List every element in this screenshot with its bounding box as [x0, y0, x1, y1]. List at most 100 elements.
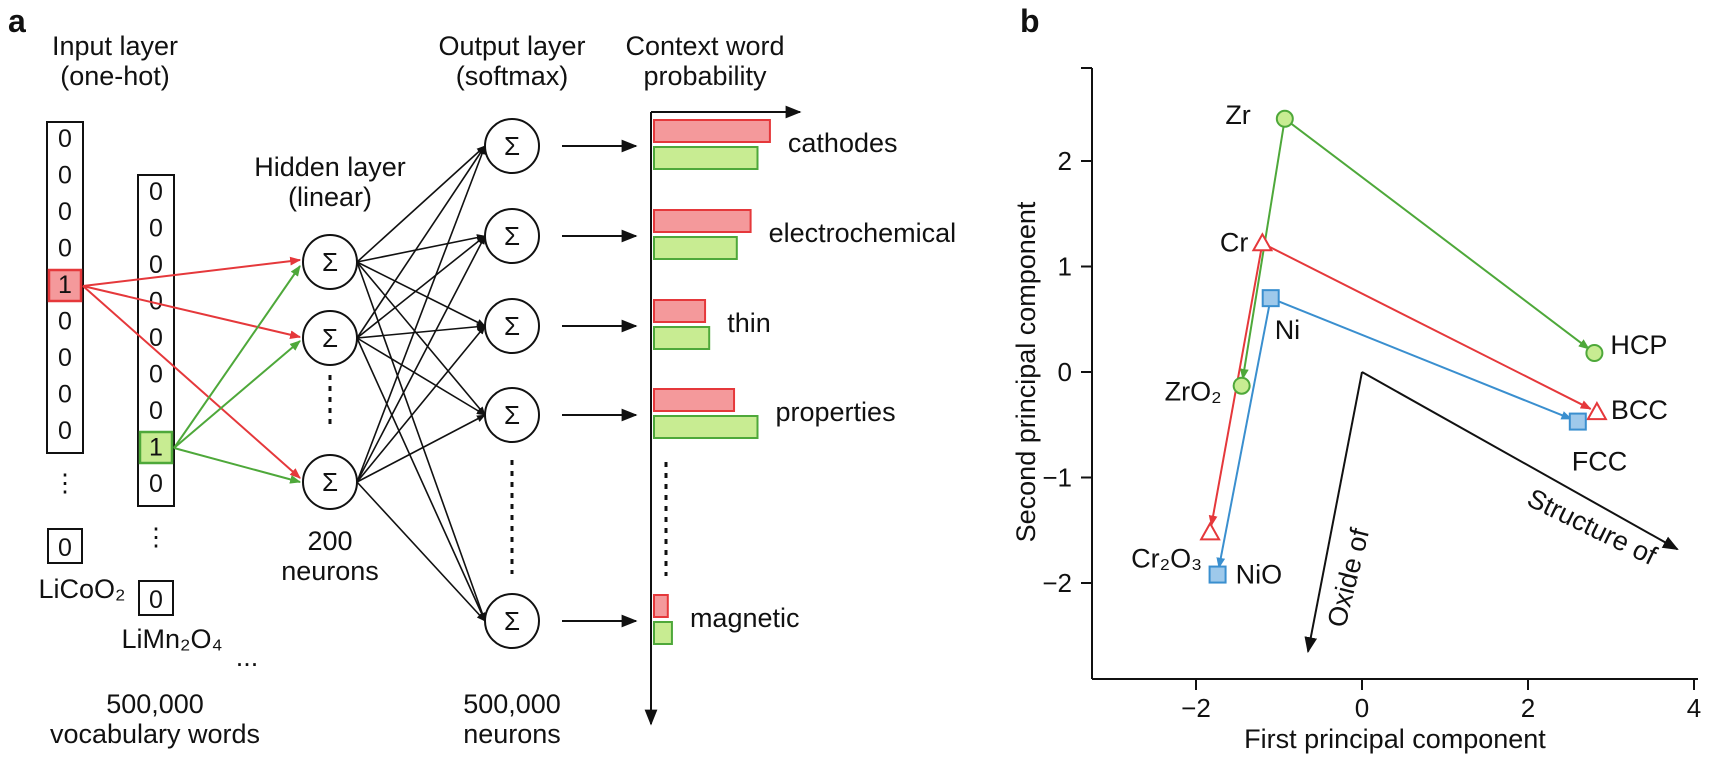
hidden-layer-subtitle: (linear): [288, 182, 372, 212]
output-neuron-sigma: Σ: [504, 131, 520, 161]
point-marker: [1585, 344, 1604, 363]
point-label: NiO: [1236, 560, 1283, 590]
hidden-output-connections: [356, 145, 486, 622]
vector2-word: LiMn₂O₄: [121, 624, 222, 654]
context-title: Context word: [625, 31, 784, 61]
bar-red: [653, 119, 771, 143]
x-axis-label: First principal component: [1244, 724, 1546, 754]
output-neuron-sigma: Σ: [504, 311, 520, 341]
point-label: HCP: [1610, 330, 1667, 360]
x-tick-label: 4: [1687, 693, 1701, 723]
relation-arrow: [1270, 297, 1573, 420]
relation-arrow: [1261, 242, 1592, 410]
context-word: electrochemical: [769, 218, 957, 248]
point-label: BCC: [1611, 395, 1668, 425]
hidden-output-link: [356, 323, 486, 339]
hidden-output-link: [356, 261, 486, 327]
input-vector-licoo2: 0 0 0 0 1 0 0 0 0 ⋮ 0 LiCoO₂: [38, 121, 126, 604]
hidden-output-link: [356, 235, 486, 339]
context-word: magnetic: [690, 603, 800, 633]
vector2-cell: 0: [149, 215, 163, 243]
vector1-cell: 0: [58, 308, 72, 336]
output-count-label: neurons: [463, 719, 561, 749]
point-marker: [1232, 376, 1251, 395]
point-marker: [1251, 232, 1274, 252]
hidden-neuron: [302, 454, 358, 510]
y-axis-label: Second principal component: [1011, 201, 1041, 542]
hidden-neuron-sigma: Σ: [322, 467, 338, 497]
vector1-cell: 0: [58, 381, 72, 409]
bar-green: [653, 415, 759, 439]
vector1-last-cell: 0: [58, 534, 72, 562]
vector2-cell: 0: [149, 324, 163, 352]
output-neuron: [484, 208, 540, 264]
concept-arrow: [1304, 371, 1363, 654]
hidden-neuron-sigma: Σ: [322, 323, 338, 353]
output-neuron: [484, 298, 540, 354]
y-tick-label: 0: [1058, 357, 1072, 387]
point-marker: [1568, 412, 1587, 431]
hidden-output-link: [356, 261, 486, 416]
vocab-label: vocabulary words: [50, 719, 260, 749]
input-hidden-connections: [82, 256, 302, 484]
output-neuron: [484, 387, 540, 443]
output-neuron: [484, 593, 540, 649]
bar-red: [653, 299, 707, 323]
vector1-cell: 0: [58, 198, 72, 226]
hidden-output-link: [356, 337, 486, 622]
bar-green: [653, 236, 738, 260]
relation-arrow: [1216, 297, 1272, 569]
hidden-neuron-sigma: Σ: [322, 247, 338, 277]
vector2-ellipsis: ⋮: [144, 523, 169, 551]
point-label: FCC: [1572, 447, 1628, 477]
vector2-cell: 0: [149, 288, 163, 316]
point-label: Cr: [1220, 227, 1249, 257]
y-tick-label: 1: [1058, 252, 1072, 282]
hidden-count-label: neurons: [281, 556, 379, 586]
point-marker: [1275, 109, 1294, 128]
context-word: cathodes: [788, 128, 898, 158]
hidden-output-link: [356, 145, 486, 483]
point-marker: [1208, 565, 1227, 584]
point-marker: [1586, 401, 1608, 421]
point-label: ZrO₂: [1165, 377, 1222, 407]
context-word: thin: [727, 308, 771, 338]
y-tick-label: −1: [1042, 463, 1072, 493]
point-label: Zr: [1225, 100, 1250, 130]
panel-a: a Input layer (one-hot) Hidden layer (li…: [8, 3, 956, 749]
hidden-count: 200: [307, 526, 352, 556]
hidden-layer-title: Hidden layer: [254, 152, 406, 182]
hidden-output-link: [356, 235, 486, 483]
vector2-cell: 0: [149, 470, 163, 498]
input-layer-title: Input layer: [52, 31, 178, 61]
vector1-ellipsis: ⋮: [53, 469, 78, 497]
vector2-cell: 0: [149, 397, 163, 425]
panel-a-letter: a: [8, 3, 26, 39]
hidden-output-link: [356, 325, 486, 483]
point-marker: [1261, 289, 1280, 308]
y-tick-label: 2: [1058, 146, 1072, 176]
output-neurons: Σ Σ Σ Σ Σ: [484, 118, 638, 649]
output-neuron: [484, 118, 540, 174]
vector2-cell: 0: [149, 251, 163, 279]
y-tick-label: −2: [1042, 568, 1072, 598]
output-layer-subtitle: (softmax): [456, 61, 569, 91]
bar-green: [653, 621, 673, 645]
bar-green: [653, 326, 711, 350]
hidden-neuron: [302, 234, 358, 290]
output-count: 500,000: [463, 689, 561, 719]
vector1-word: LiCoO₂: [38, 574, 125, 604]
bar-red: [653, 388, 736, 412]
point-label: Cr₂O₃: [1131, 543, 1202, 573]
vector2-cell: 0: [149, 361, 163, 389]
vector1-cell: 0: [58, 162, 72, 190]
input-layer-subtitle: (one-hot): [60, 61, 170, 91]
vocab-ellipsis: ...: [236, 642, 259, 672]
vector1-cell: 0: [58, 344, 72, 372]
input-vector-limn2o4: 0 0 0 0 0 0 0 1 0 ⋮ 0 LiMn₂O₄ ...: [121, 174, 259, 672]
relation-arrow: [1284, 118, 1590, 350]
hidden-neurons: Σ Σ Σ: [302, 234, 358, 510]
